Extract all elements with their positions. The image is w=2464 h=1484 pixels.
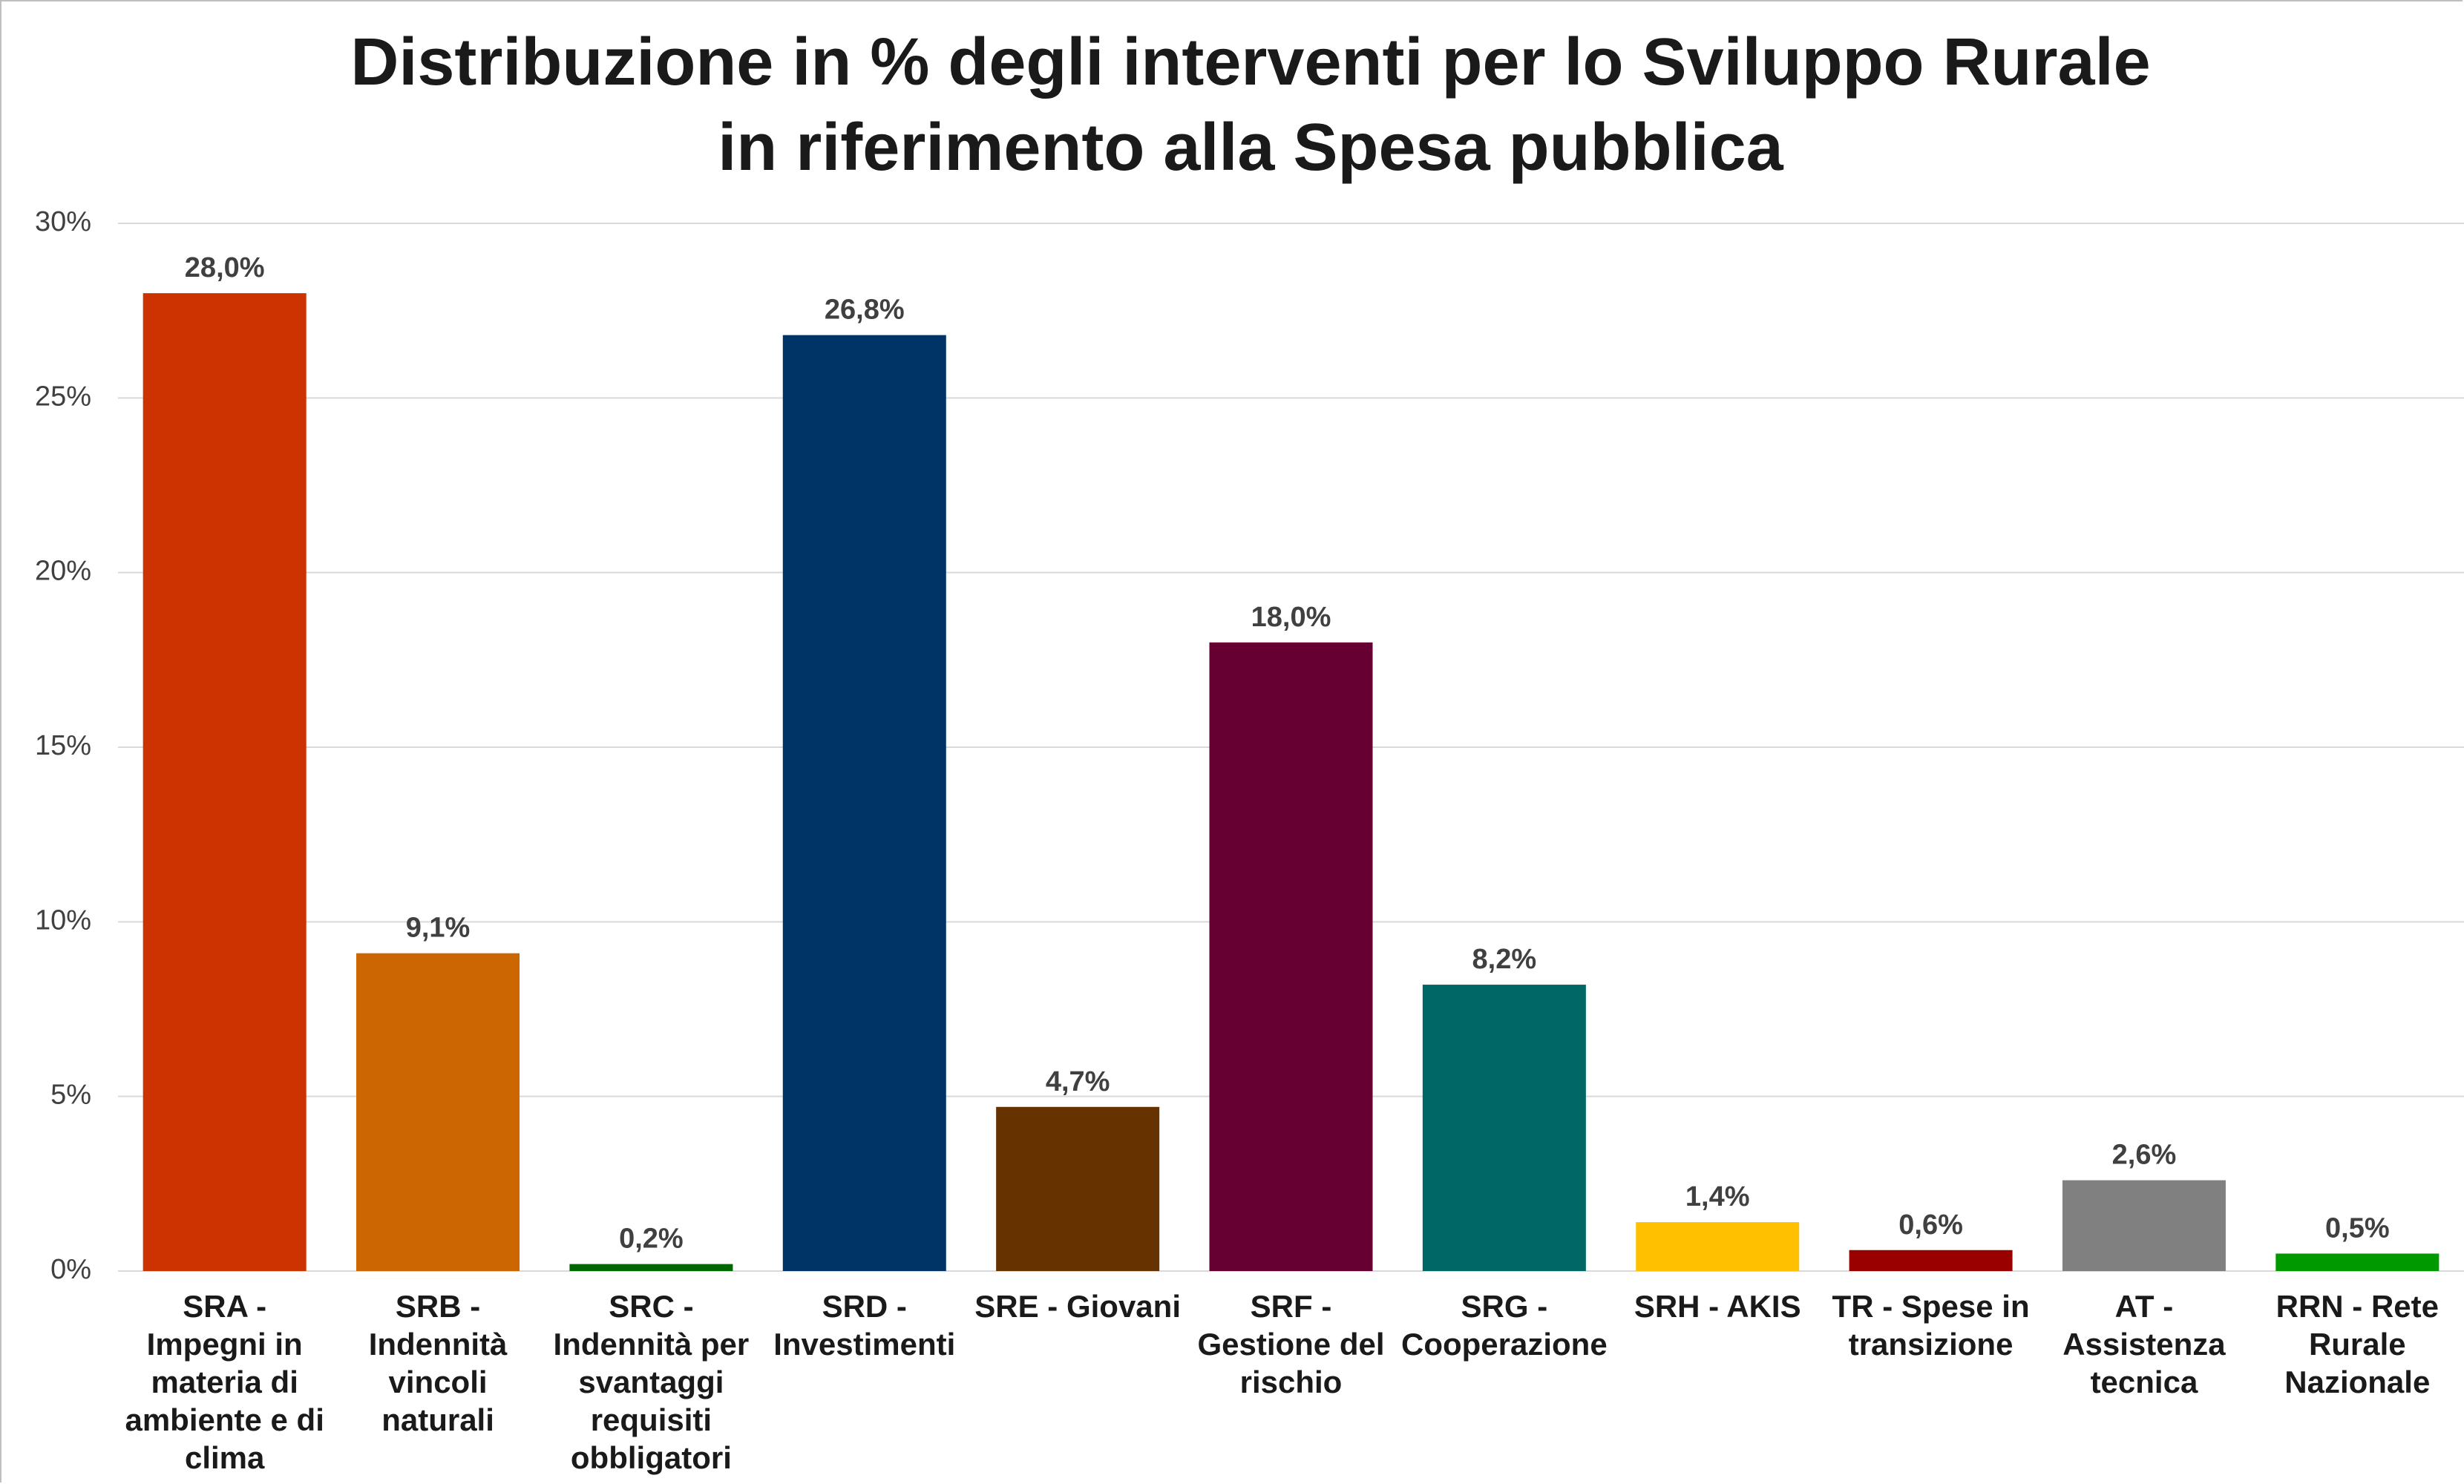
x-tick-label: AT - Assistenza tecnica bbox=[2062, 1289, 2226, 1399]
y-tick-label: 20% bbox=[35, 556, 91, 587]
chart-title: Distribuzione in % degli interventi per … bbox=[350, 25, 2150, 99]
x-tick-label: SRF - Gestione del rischio bbox=[1197, 1289, 1385, 1399]
x-tick-label: SRB - Indennità vincoli naturali bbox=[368, 1289, 508, 1437]
bar bbox=[1209, 642, 1373, 1271]
data-label: 0,6% bbox=[1898, 1209, 1963, 1241]
y-tick-label: 15% bbox=[35, 730, 91, 761]
x-tick-label: SRC - Indennità per svantaggi requisiti … bbox=[553, 1289, 750, 1475]
bar bbox=[1849, 1250, 2013, 1271]
x-tick-label: SRG - Cooperazione bbox=[1401, 1289, 1608, 1362]
bar bbox=[996, 1106, 1160, 1271]
x-tick-label: RRN - Rete Rurale Nazionale bbox=[2275, 1289, 2439, 1399]
data-label: 28,0% bbox=[185, 252, 265, 283]
data-label: 1,4% bbox=[1685, 1181, 1750, 1212]
bar bbox=[2062, 1180, 2226, 1271]
data-label: 2,6% bbox=[2112, 1140, 2177, 1171]
data-label: 26,8% bbox=[825, 295, 905, 326]
bar bbox=[569, 1264, 733, 1271]
data-label: 0,5% bbox=[2325, 1212, 2390, 1244]
data-label: 0,2% bbox=[619, 1224, 684, 1255]
x-tick-label: TR - Spese in transizione bbox=[1832, 1289, 2030, 1362]
x-tick-label: SRA - Impegni in materia di ambiente e d… bbox=[125, 1289, 324, 1475]
data-label: 4,7% bbox=[1046, 1066, 1110, 1097]
bar bbox=[2275, 1253, 2440, 1271]
data-label: 8,2% bbox=[1472, 944, 1537, 975]
y-tick-label: 0% bbox=[50, 1254, 91, 1285]
data-label: 18,0% bbox=[1251, 602, 1331, 633]
bar bbox=[1636, 1222, 1800, 1271]
bar bbox=[1422, 985, 1586, 1271]
bar bbox=[356, 953, 520, 1271]
chart-title: in riferimento alla Spesa pubblica bbox=[718, 111, 1783, 185]
y-tick-label: 25% bbox=[35, 381, 91, 412]
x-tick-label: SRH - AKIS bbox=[1634, 1289, 1801, 1324]
x-tick-label: SRD - Investimenti bbox=[773, 1289, 956, 1362]
y-tick-label: 30% bbox=[35, 206, 91, 237]
y-tick-label: 10% bbox=[35, 904, 91, 936]
data-label: 9,1% bbox=[406, 913, 471, 944]
y-tick-label: 5% bbox=[50, 1080, 91, 1111]
x-tick-label: SRE - Giovani bbox=[974, 1289, 1181, 1324]
bar bbox=[142, 293, 307, 1272]
bar bbox=[782, 335, 946, 1272]
